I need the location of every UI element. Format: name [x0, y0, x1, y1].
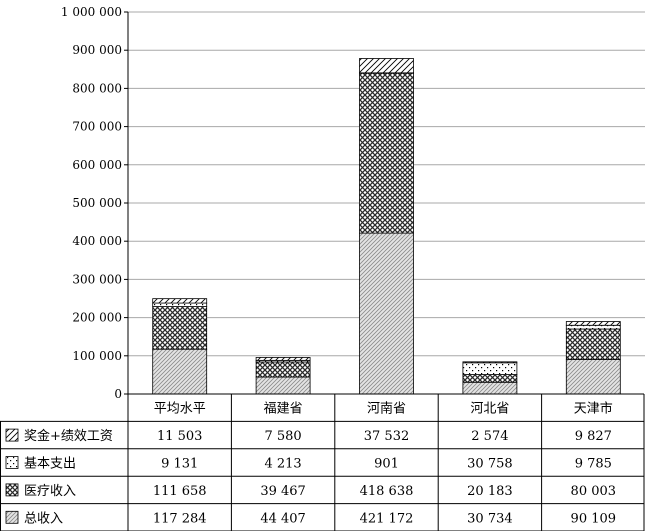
y-tick-label: 300 000: [72, 272, 122, 286]
data-label: 20 183: [467, 484, 513, 499]
data-label: 11 503: [157, 429, 203, 444]
legend-label: 医疗收入: [24, 484, 76, 499]
bar-segment: [565, 359, 621, 395]
bar-segment: [152, 306, 208, 350]
bars: [152, 58, 621, 395]
y-tick-label: 400 000: [72, 234, 122, 248]
data-label: 90 109: [571, 511, 617, 526]
data-label: 9 827: [575, 429, 612, 444]
data-label: 901: [374, 457, 399, 472]
y-tick-label: 500 000: [72, 196, 122, 210]
y-tick-label: 100 000: [72, 349, 122, 363]
data-label: 117 284: [153, 511, 207, 526]
data-label: 9 785: [575, 457, 612, 472]
legend-swatch: [5, 428, 19, 442]
bar-segment: [359, 58, 414, 74]
bar-segment: [565, 321, 621, 326]
y-axis: 0 100 000 200 000 300 000 400 000 500 000 600 …: [61, 5, 129, 401]
bar-segment: [152, 348, 208, 395]
bar-segment: [359, 72, 414, 234]
x-tick-label: 天津市: [574, 401, 613, 417]
data-label: 37 532: [364, 429, 410, 444]
x-tick-label: 福建省: [264, 402, 303, 417]
data-label: 39 467: [260, 484, 306, 499]
bar-segment: [462, 381, 518, 395]
data-label: 9 131: [161, 457, 198, 472]
bar-segment: [565, 324, 621, 330]
legend-swatch: [5, 456, 19, 469]
bar-segment: [565, 328, 621, 360]
legend-swatch: [5, 483, 19, 497]
data-label: 30 734: [467, 511, 513, 526]
legend-label: 奖金+绩效工资: [24, 428, 113, 444]
data-label: 421 172: [360, 511, 414, 526]
bar-segment: [255, 361, 311, 378]
data-label: 30 758: [467, 457, 513, 472]
data-label: 111 658: [153, 484, 207, 499]
x-tick-label: 河北省: [470, 402, 509, 417]
y-tick-label: 0: [114, 387, 122, 401]
legend-label: 总收入: [24, 511, 63, 526]
data-label: 44 407: [260, 511, 306, 526]
bar-segment: [462, 374, 518, 383]
y-tick-label: 200 000: [72, 311, 122, 325]
bar-segment: [462, 361, 518, 364]
data-label: 418 638: [360, 484, 414, 499]
bar-segment: [152, 302, 208, 307]
bar-segment: [359, 232, 414, 395]
bar-segment: [152, 298, 208, 304]
bar-segment: [255, 357, 311, 361]
bar-segment: [462, 362, 518, 375]
data-label: 2 574: [471, 429, 508, 444]
x-tick-label: 平均水平: [154, 402, 206, 417]
bar-segment: [255, 376, 311, 395]
y-tick-label: 1 000 000: [61, 5, 122, 19]
legend-swatch: [5, 510, 19, 524]
y-tick-label: 700 000: [72, 120, 122, 134]
x-tick-label: 河南省: [367, 401, 406, 417]
data-label: 7 580: [264, 429, 301, 444]
y-tick-label: 600 000: [72, 158, 122, 172]
data-label: 80 003: [571, 484, 617, 499]
y-tick-label: 900 000: [72, 43, 122, 57]
y-tick-label: 800 000: [72, 81, 122, 95]
data-label: 4 213: [264, 457, 301, 472]
legend-label: 基本支出: [24, 457, 76, 472]
